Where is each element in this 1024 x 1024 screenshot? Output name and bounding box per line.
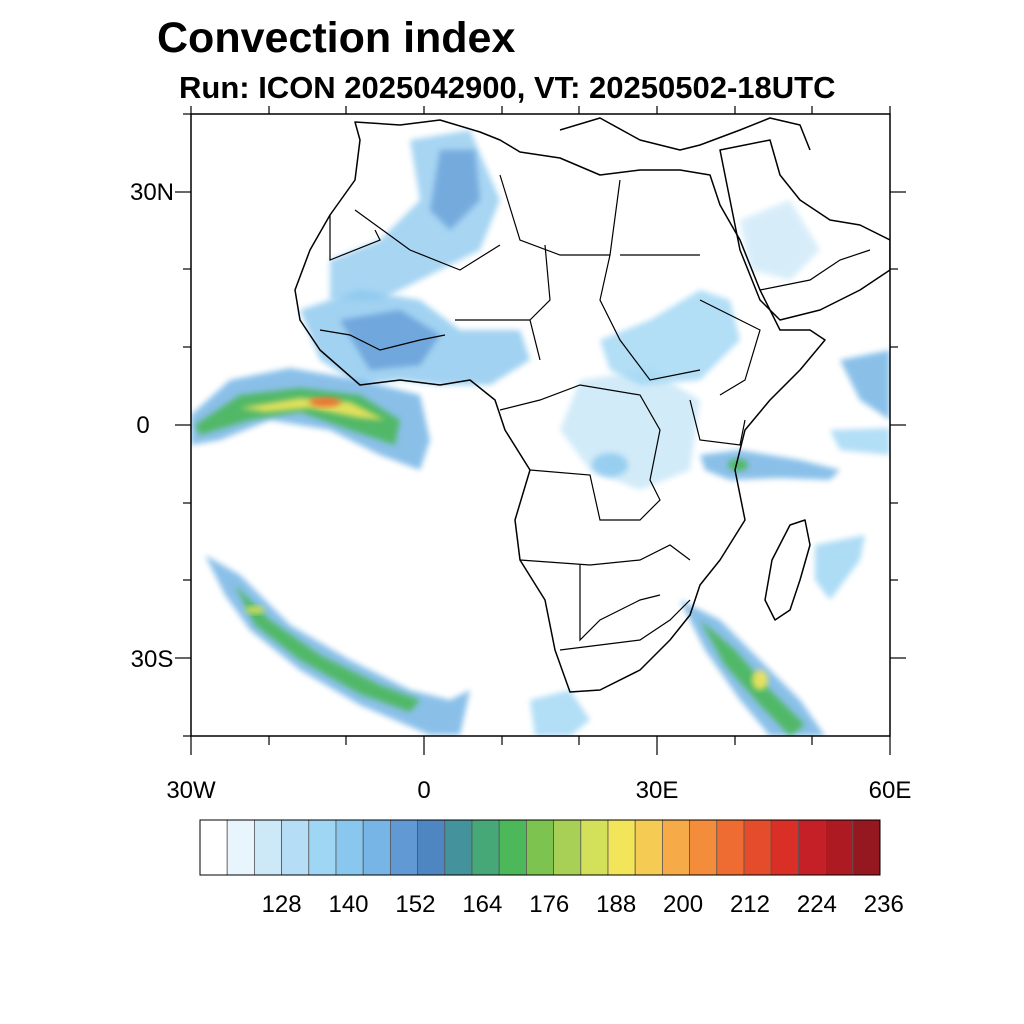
colorbar-labels: 128 140 152 164 176 188 200 212 224 236 xyxy=(262,891,904,918)
axis-ticks xyxy=(175,106,906,755)
field-se-streak xyxy=(680,600,825,736)
colorbar-label: 164 xyxy=(462,891,502,918)
colorbar-box xyxy=(335,819,364,876)
colorbar-box xyxy=(607,819,636,876)
border-west xyxy=(319,329,446,351)
field-atlantic-peak xyxy=(309,397,341,407)
lon-label-0: 0 xyxy=(417,777,430,804)
field-io-north xyxy=(840,350,890,420)
colorbar-box xyxy=(743,819,772,876)
colorbar-box xyxy=(199,819,228,876)
lon-label-30w: 30W xyxy=(166,777,216,804)
lon-label-60e: 60E xyxy=(869,777,912,804)
colorbar-box xyxy=(825,819,854,876)
lat-label-0: 0 xyxy=(136,412,149,439)
convection-field xyxy=(191,130,890,736)
field-kenya-core xyxy=(728,459,748,471)
border-namibia xyxy=(579,565,661,642)
colorbar-label: 152 xyxy=(395,891,435,918)
field-west-africa-core xyxy=(340,310,440,370)
lat-label-30n: 30N xyxy=(130,179,174,206)
colorbar-box xyxy=(253,819,282,876)
field-atlantic-band xyxy=(191,368,430,470)
plot-title: Convection index xyxy=(157,14,516,62)
field-central-africa xyxy=(560,370,700,490)
field-south-atlantic-peak xyxy=(245,606,265,614)
colorbar xyxy=(199,819,881,876)
border-chad xyxy=(529,244,551,361)
field-south-atlantic-streak xyxy=(205,555,470,735)
border-south xyxy=(519,544,691,566)
field-arabia xyxy=(740,200,820,280)
field-sahara-core xyxy=(430,150,480,230)
colorbar-outline xyxy=(199,819,881,876)
border-algeria-mali xyxy=(354,209,501,271)
colorbar-label: 176 xyxy=(529,891,569,918)
colorbar-box xyxy=(798,819,827,876)
border-sudan xyxy=(599,254,701,381)
field-south-atlantic-core xyxy=(235,585,420,712)
colorbar-box xyxy=(308,819,337,876)
field-ethiopia xyxy=(600,290,740,385)
field-atlantic-band-core xyxy=(240,398,385,420)
country-borders xyxy=(319,174,871,651)
colorbar-box xyxy=(716,819,745,876)
colorbar-box xyxy=(389,819,418,876)
field-se-peak xyxy=(752,670,768,690)
field-kenya xyxy=(700,450,840,480)
border-mauritania xyxy=(329,215,381,261)
colorbar-box xyxy=(689,819,718,876)
field-central-spot xyxy=(592,453,628,477)
colorbar-box xyxy=(444,819,473,876)
field-cape xyxy=(530,690,590,736)
colorbar-box xyxy=(281,819,310,876)
colorbar-label: 188 xyxy=(596,891,636,918)
border-libya xyxy=(499,174,621,256)
colorbar-box xyxy=(662,819,691,876)
colorbar-box xyxy=(417,819,446,876)
colorbar-label: 140 xyxy=(328,891,368,918)
border-saudi xyxy=(759,249,871,291)
colorbar-label: 200 xyxy=(663,891,703,918)
madagascar-coastline xyxy=(764,519,811,621)
lon-label-30e: 30E xyxy=(636,777,679,804)
colorbar-box xyxy=(852,819,881,876)
colorbar-label: 212 xyxy=(730,891,770,918)
field-io-east xyxy=(830,428,890,455)
colorbar-box xyxy=(526,819,555,876)
colorbar-label: 236 xyxy=(864,891,904,918)
border-drc xyxy=(499,384,661,521)
colorbar-box xyxy=(471,819,500,876)
arabia-coastline xyxy=(719,139,890,321)
africa-coastline xyxy=(294,119,826,693)
plot-subtitle: Run: ICON 2025042900, VT: 20250502-18UTC xyxy=(179,70,836,105)
border-sa xyxy=(559,599,691,651)
field-io-south xyxy=(815,535,865,600)
coastlines xyxy=(294,117,890,693)
colorbar-label: 128 xyxy=(262,891,302,918)
colorbar-box xyxy=(580,819,609,876)
lat-label-30s: 30S xyxy=(131,646,174,673)
colorbar-box xyxy=(362,819,391,876)
colorbar-box xyxy=(553,819,582,876)
colorbar-box xyxy=(226,819,255,876)
colorbar-box xyxy=(498,819,527,876)
border-ethiopia xyxy=(699,299,761,396)
colorbar-box xyxy=(634,819,663,876)
mediterranean-coast xyxy=(559,117,811,151)
border-east xyxy=(689,399,746,446)
colorbar-box xyxy=(770,819,799,876)
colorbar-label: 224 xyxy=(797,891,837,918)
